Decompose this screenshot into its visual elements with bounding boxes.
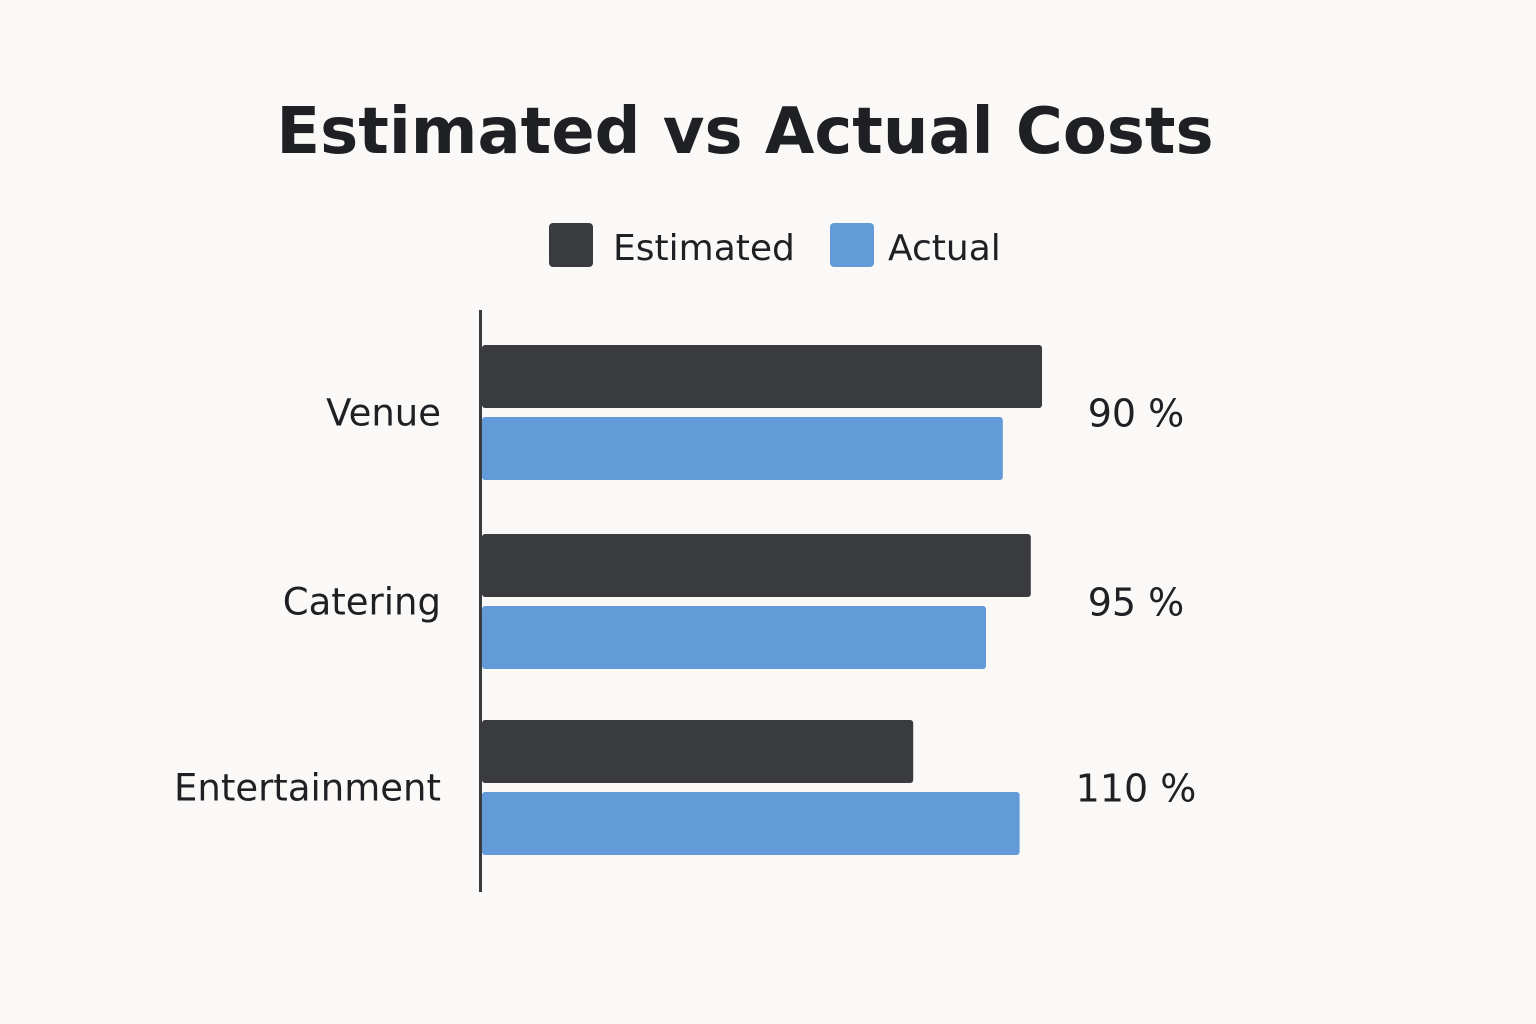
- legend-swatch-estimated: [549, 223, 593, 267]
- data-label-entertainment: 110 %: [1076, 767, 1197, 811]
- legend: Estimated Actual: [549, 223, 1001, 269]
- bar-estimated-catering[interactable]: [482, 534, 1031, 597]
- category-label-catering: Catering: [283, 581, 441, 624]
- plot-area: Venue 90 % Catering 95 % Entertainment 110 %: [174, 345, 1196, 855]
- category-label-entertainment: Entertainment: [174, 767, 441, 810]
- bar-group-catering: Catering 95 %: [283, 534, 1184, 669]
- bar-group-venue: Venue 90 %: [326, 345, 1184, 480]
- bar-estimated-venue[interactable]: [482, 345, 1042, 408]
- data-label-venue: 90 %: [1088, 392, 1185, 436]
- chart-title: Estimated vs Actual Costs: [276, 95, 1213, 169]
- category-label-venue: Venue: [326, 392, 441, 435]
- legend-label-actual: Actual: [888, 228, 1001, 269]
- legend-swatch-actual: [830, 223, 874, 267]
- bar-actual-entertainment[interactable]: [482, 792, 1020, 855]
- bar-actual-catering[interactable]: [482, 606, 986, 669]
- bar-actual-venue[interactable]: [482, 417, 1003, 480]
- bar-estimated-entertainment[interactable]: [482, 720, 914, 783]
- legend-item-actual[interactable]: Actual: [830, 223, 1001, 269]
- bar-group-entertainment: Entertainment 110 %: [174, 720, 1196, 855]
- data-label-catering: 95 %: [1088, 581, 1185, 625]
- legend-label-estimated: Estimated: [613, 228, 795, 269]
- legend-item-estimated[interactable]: Estimated: [549, 223, 795, 269]
